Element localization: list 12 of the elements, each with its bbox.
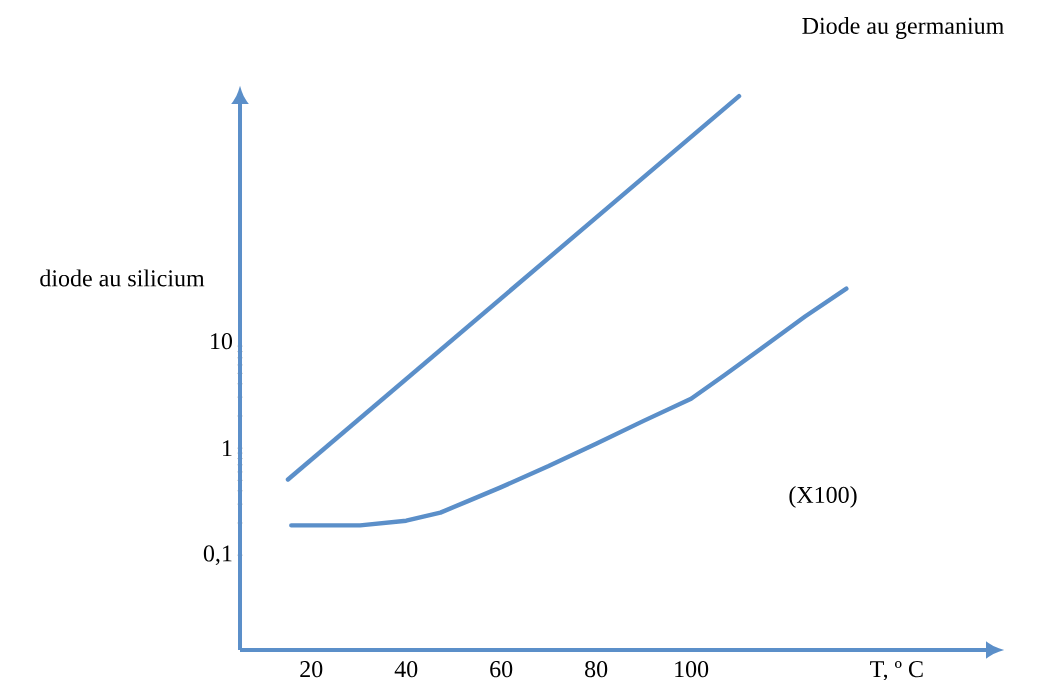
x-tick-label: 80 [585,661,608,678]
text: Diode au germanium [802,17,1004,39]
x-axis-title: T, º C [870,661,923,680]
x-tick-label: 100 [675,661,709,678]
x-tick-label: 20 [300,661,323,678]
text: diode au silicium [40,269,205,287]
y-tick-label: 1 [223,440,232,457]
x-tick-label: 40 [394,661,418,678]
x-tick-label: 60 [490,661,513,678]
y-tick-label: 10 [211,333,233,350]
y-tick-label: 0,1 [203,545,232,566]
annotation: (X100) [789,486,857,508]
